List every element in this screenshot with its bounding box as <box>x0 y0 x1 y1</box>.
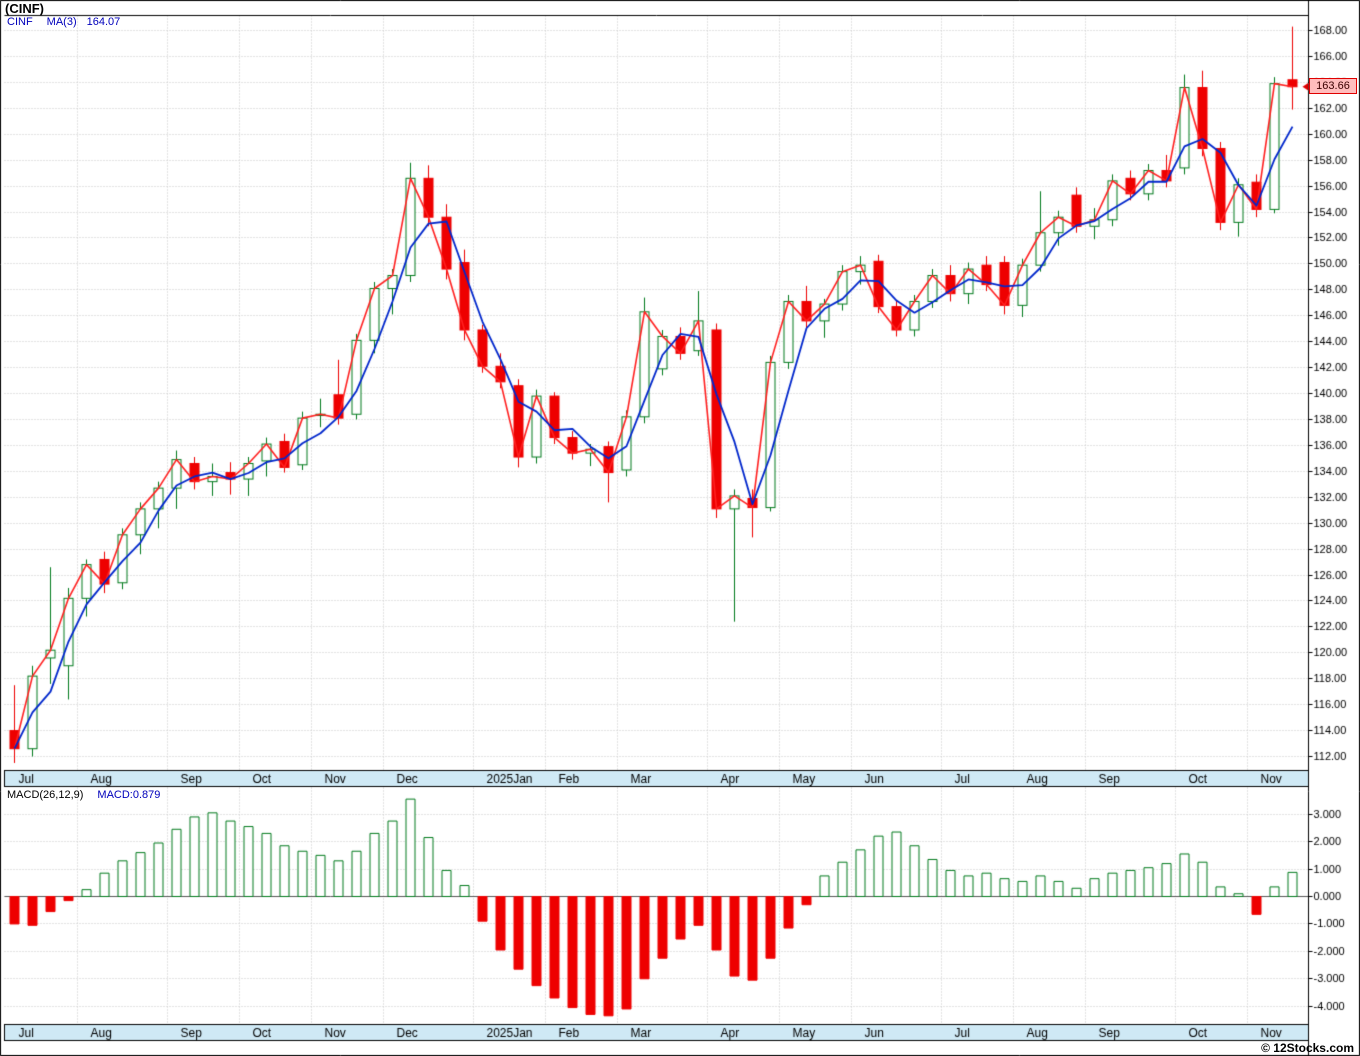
ticker-symbol-label: CINF <box>7 16 33 28</box>
ma-indicator-value: 164.07 <box>86 16 121 28</box>
watermark: © 12Stocks.com <box>1261 1041 1354 1055</box>
page-title: (CINF) <box>5 1 44 16</box>
last-price-badge: 163.66 <box>1309 78 1357 94</box>
macd-indicator-label: MACD(26,12,9) <box>7 789 84 801</box>
price-legend: CINF MA(3) 164.07 <box>7 16 120 28</box>
macd-indicator-value: MACD:0.879 <box>97 789 161 801</box>
macd-legend: MACD(26,12,9) MACD:0.879 <box>7 789 160 801</box>
ma-indicator-label: MA(3) <box>46 16 77 28</box>
